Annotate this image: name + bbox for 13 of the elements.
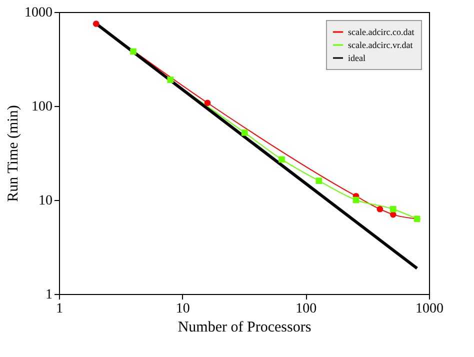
- y-tick-label: 10: [38, 194, 52, 208]
- x-tick-label: 1: [56, 302, 63, 316]
- y-axis-title: Run Time (min): [6, 105, 22, 202]
- legend-label: ideal: [348, 53, 366, 63]
- y-tick-label: 100: [32, 100, 52, 114]
- x-tick-label: 100: [296, 302, 317, 316]
- x-tick-label: 10: [176, 302, 190, 316]
- x-axis-title: Number of Processors: [178, 320, 312, 336]
- y-tick-label: 1000: [24, 6, 52, 20]
- legend-label: scale.adcirc.vr.dat: [348, 40, 414, 50]
- legend-label: scale.adcirc.co.dat: [348, 27, 415, 37]
- x-tick-label: 1000: [416, 302, 444, 316]
- y-tick-label: 1: [46, 288, 52, 302]
